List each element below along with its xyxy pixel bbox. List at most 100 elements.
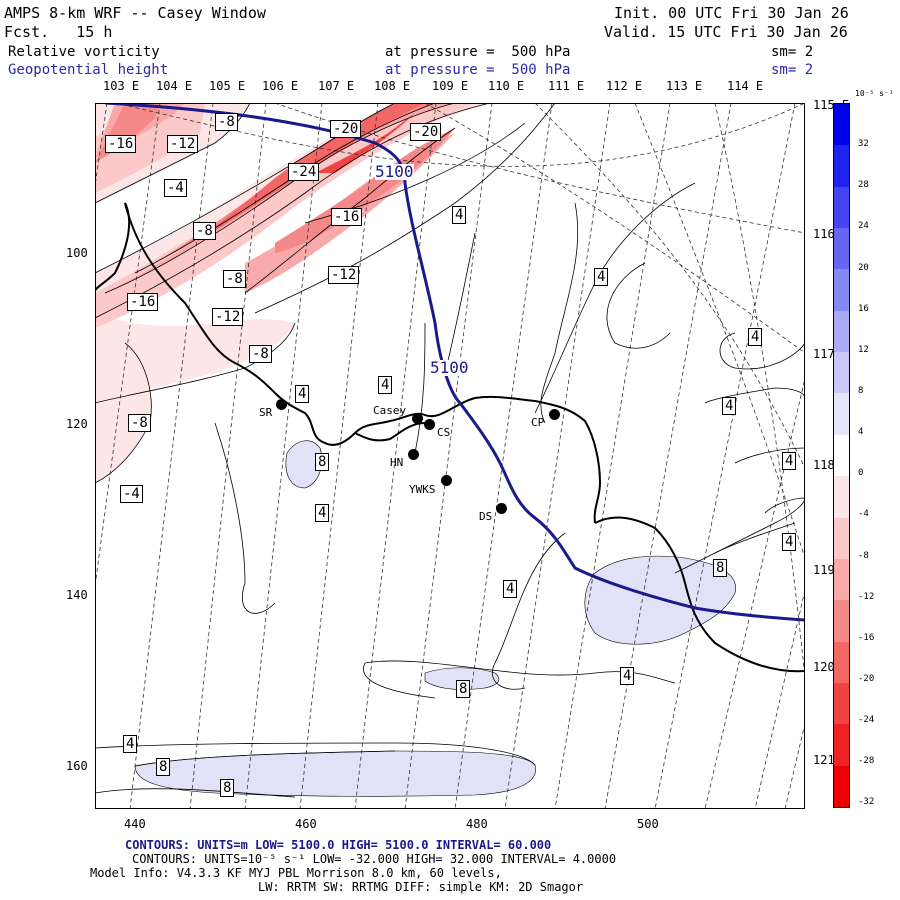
station-dot-casey bbox=[412, 413, 423, 424]
vorticity-contour-label: -8 bbox=[128, 414, 151, 432]
colorbar-label: -28 bbox=[858, 756, 875, 767]
vorticity-contour-label: 8 bbox=[315, 453, 330, 471]
vorticity-contour-label: 4 bbox=[722, 397, 737, 415]
vorticity-contour-label: 4 bbox=[378, 376, 393, 394]
footer-model-info-2: LW: RRTM SW: RRTMG DIFF: simple KM: 2D S… bbox=[258, 880, 584, 894]
colorbar-segment bbox=[834, 682, 849, 725]
station-dot-cs bbox=[424, 419, 435, 430]
station-label-casey: Casey bbox=[373, 404, 407, 417]
forecast-hour: Fcst. 15 h bbox=[4, 23, 113, 41]
init-time: Init. 00 UTC Fri 30 Jan 26 bbox=[614, 4, 849, 22]
station-label-ds: DS bbox=[479, 510, 493, 523]
colorbar-label: 16 bbox=[858, 303, 869, 314]
station-dot-ds bbox=[496, 503, 507, 514]
colorbar-label: 0 bbox=[858, 468, 864, 479]
colorbar-label: 12 bbox=[858, 344, 869, 355]
colorbar-segment bbox=[834, 310, 849, 353]
footer-vorticity-contours: CONTOURS: UNITS=10⁻⁵ s⁻¹ LOW= -32.000 HI… bbox=[132, 852, 617, 866]
vorticity-contour-label: -12 bbox=[328, 266, 360, 284]
lon-label: 112 E bbox=[606, 79, 643, 93]
field2-name: Geopotential height bbox=[8, 62, 169, 78]
lat-lon-grid bbox=[95, 103, 805, 809]
station-dot-cp bbox=[549, 409, 560, 420]
vorticity-contour-label: 4 bbox=[123, 735, 138, 753]
station-dot-sr bbox=[276, 399, 287, 410]
vorticity-contour-label: 4 bbox=[594, 268, 609, 286]
y-tick-label: 100 bbox=[66, 246, 88, 260]
colorbar-label: -12 bbox=[858, 591, 875, 602]
vorticity-contour-label: -16 bbox=[127, 293, 159, 311]
colorbar-label: 20 bbox=[858, 262, 869, 273]
station-label-sr: SR bbox=[259, 406, 273, 419]
colorbar-segment bbox=[834, 393, 849, 436]
height-contour-label: 5100 bbox=[430, 358, 469, 377]
vorticity-contour-label: -20 bbox=[410, 123, 442, 141]
vorticity-contour-label: -8 bbox=[193, 222, 216, 240]
vorticity-contour-label: -12 bbox=[167, 135, 199, 153]
vorticity-contour-label: -16 bbox=[331, 208, 363, 226]
field1-smoothing: sm= 2 bbox=[771, 44, 814, 60]
geopotential-height-5100-contour bbox=[104, 103, 805, 622]
colorbar-label: 24 bbox=[858, 221, 869, 232]
coastline bbox=[95, 202, 805, 673]
colorbar-segment bbox=[834, 765, 849, 808]
footer-height-contours: CONTOURS: UNITS=m LOW= 5100.0 HIGH= 5100… bbox=[125, 838, 552, 852]
vorticity-contour-label: 8 bbox=[220, 779, 235, 797]
colorbar-segment bbox=[834, 641, 849, 684]
station-dot-ywks bbox=[441, 475, 452, 486]
colorbar-segment bbox=[834, 104, 849, 146]
colorbar-segment bbox=[834, 145, 849, 188]
vorticity-contour-label: -8 bbox=[215, 113, 238, 131]
vorticity-contour-label: 4 bbox=[782, 533, 797, 551]
colorbar-segment bbox=[834, 558, 849, 601]
colorbar-label: 32 bbox=[858, 139, 869, 150]
field1-level: at pressure = 500 hPa bbox=[385, 44, 571, 60]
station-label-cs: CS bbox=[437, 426, 451, 439]
colorbar-label: -20 bbox=[858, 674, 875, 685]
colorbar-label: -16 bbox=[858, 632, 875, 643]
vorticity-contour-label: 4 bbox=[782, 452, 797, 470]
lon-label: 105 E bbox=[209, 79, 246, 93]
station-dot-hn bbox=[408, 449, 419, 460]
colorbar-label: 8 bbox=[858, 386, 864, 397]
lon-label: 110 E bbox=[488, 79, 525, 93]
lon-label: 103 E bbox=[103, 79, 140, 93]
y-tick-label: 160 bbox=[66, 759, 88, 773]
colorbar-segment bbox=[834, 434, 849, 477]
colorbar-segment bbox=[834, 186, 849, 229]
colorbar-segment bbox=[834, 724, 849, 767]
vorticity-contour-label: -16 bbox=[105, 135, 137, 153]
lon-label: 114 E bbox=[727, 79, 764, 93]
colorbar-segment bbox=[834, 600, 849, 643]
colorbar-label: -32 bbox=[858, 797, 875, 808]
y-tick-label: 120 bbox=[66, 417, 88, 431]
vorticity-contour-label: 8 bbox=[456, 680, 471, 698]
vorticity-contour-label: 8 bbox=[713, 559, 728, 577]
vorticity-contour-label: 4 bbox=[315, 504, 330, 522]
station-label-hn: HN bbox=[390, 456, 404, 469]
station-label-ywks: YWKS bbox=[409, 483, 436, 496]
map-plot: -8 -16 -12 -20 -20 -4 -24 -8 -16 -12 -8 … bbox=[95, 103, 805, 809]
valid-time: Valid. 15 UTC Fri 30 Jan 26 bbox=[604, 23, 848, 41]
x-tick-label: 460 bbox=[295, 817, 317, 831]
vorticity-contour-label: 8 bbox=[156, 758, 171, 776]
field2-level: at pressure = 500 hPa bbox=[385, 62, 571, 78]
vorticity-contour-label: -12 bbox=[212, 308, 244, 326]
vorticity-contours bbox=[95, 103, 805, 798]
colorbar-label: -4 bbox=[858, 509, 869, 520]
colorbar-label: 4 bbox=[858, 427, 864, 438]
vorticity-contour-label: 4 bbox=[620, 667, 635, 685]
field2-smoothing: sm= 2 bbox=[771, 62, 814, 78]
colorbar bbox=[833, 103, 850, 808]
vorticity-contour-label: -24 bbox=[288, 163, 320, 181]
lon-label: 106 E bbox=[262, 79, 299, 93]
x-tick-label: 440 bbox=[124, 817, 146, 831]
y-tick-label: 140 bbox=[66, 588, 88, 602]
colorbar-label: -8 bbox=[858, 550, 869, 561]
lon-label: 107 E bbox=[318, 79, 355, 93]
lon-label: 113 E bbox=[666, 79, 703, 93]
vorticity-contour-label: 4 bbox=[452, 206, 467, 224]
lon-label: 109 E bbox=[432, 79, 469, 93]
colorbar-label: -24 bbox=[858, 715, 875, 726]
height-contour-label: 5100 bbox=[375, 162, 414, 181]
